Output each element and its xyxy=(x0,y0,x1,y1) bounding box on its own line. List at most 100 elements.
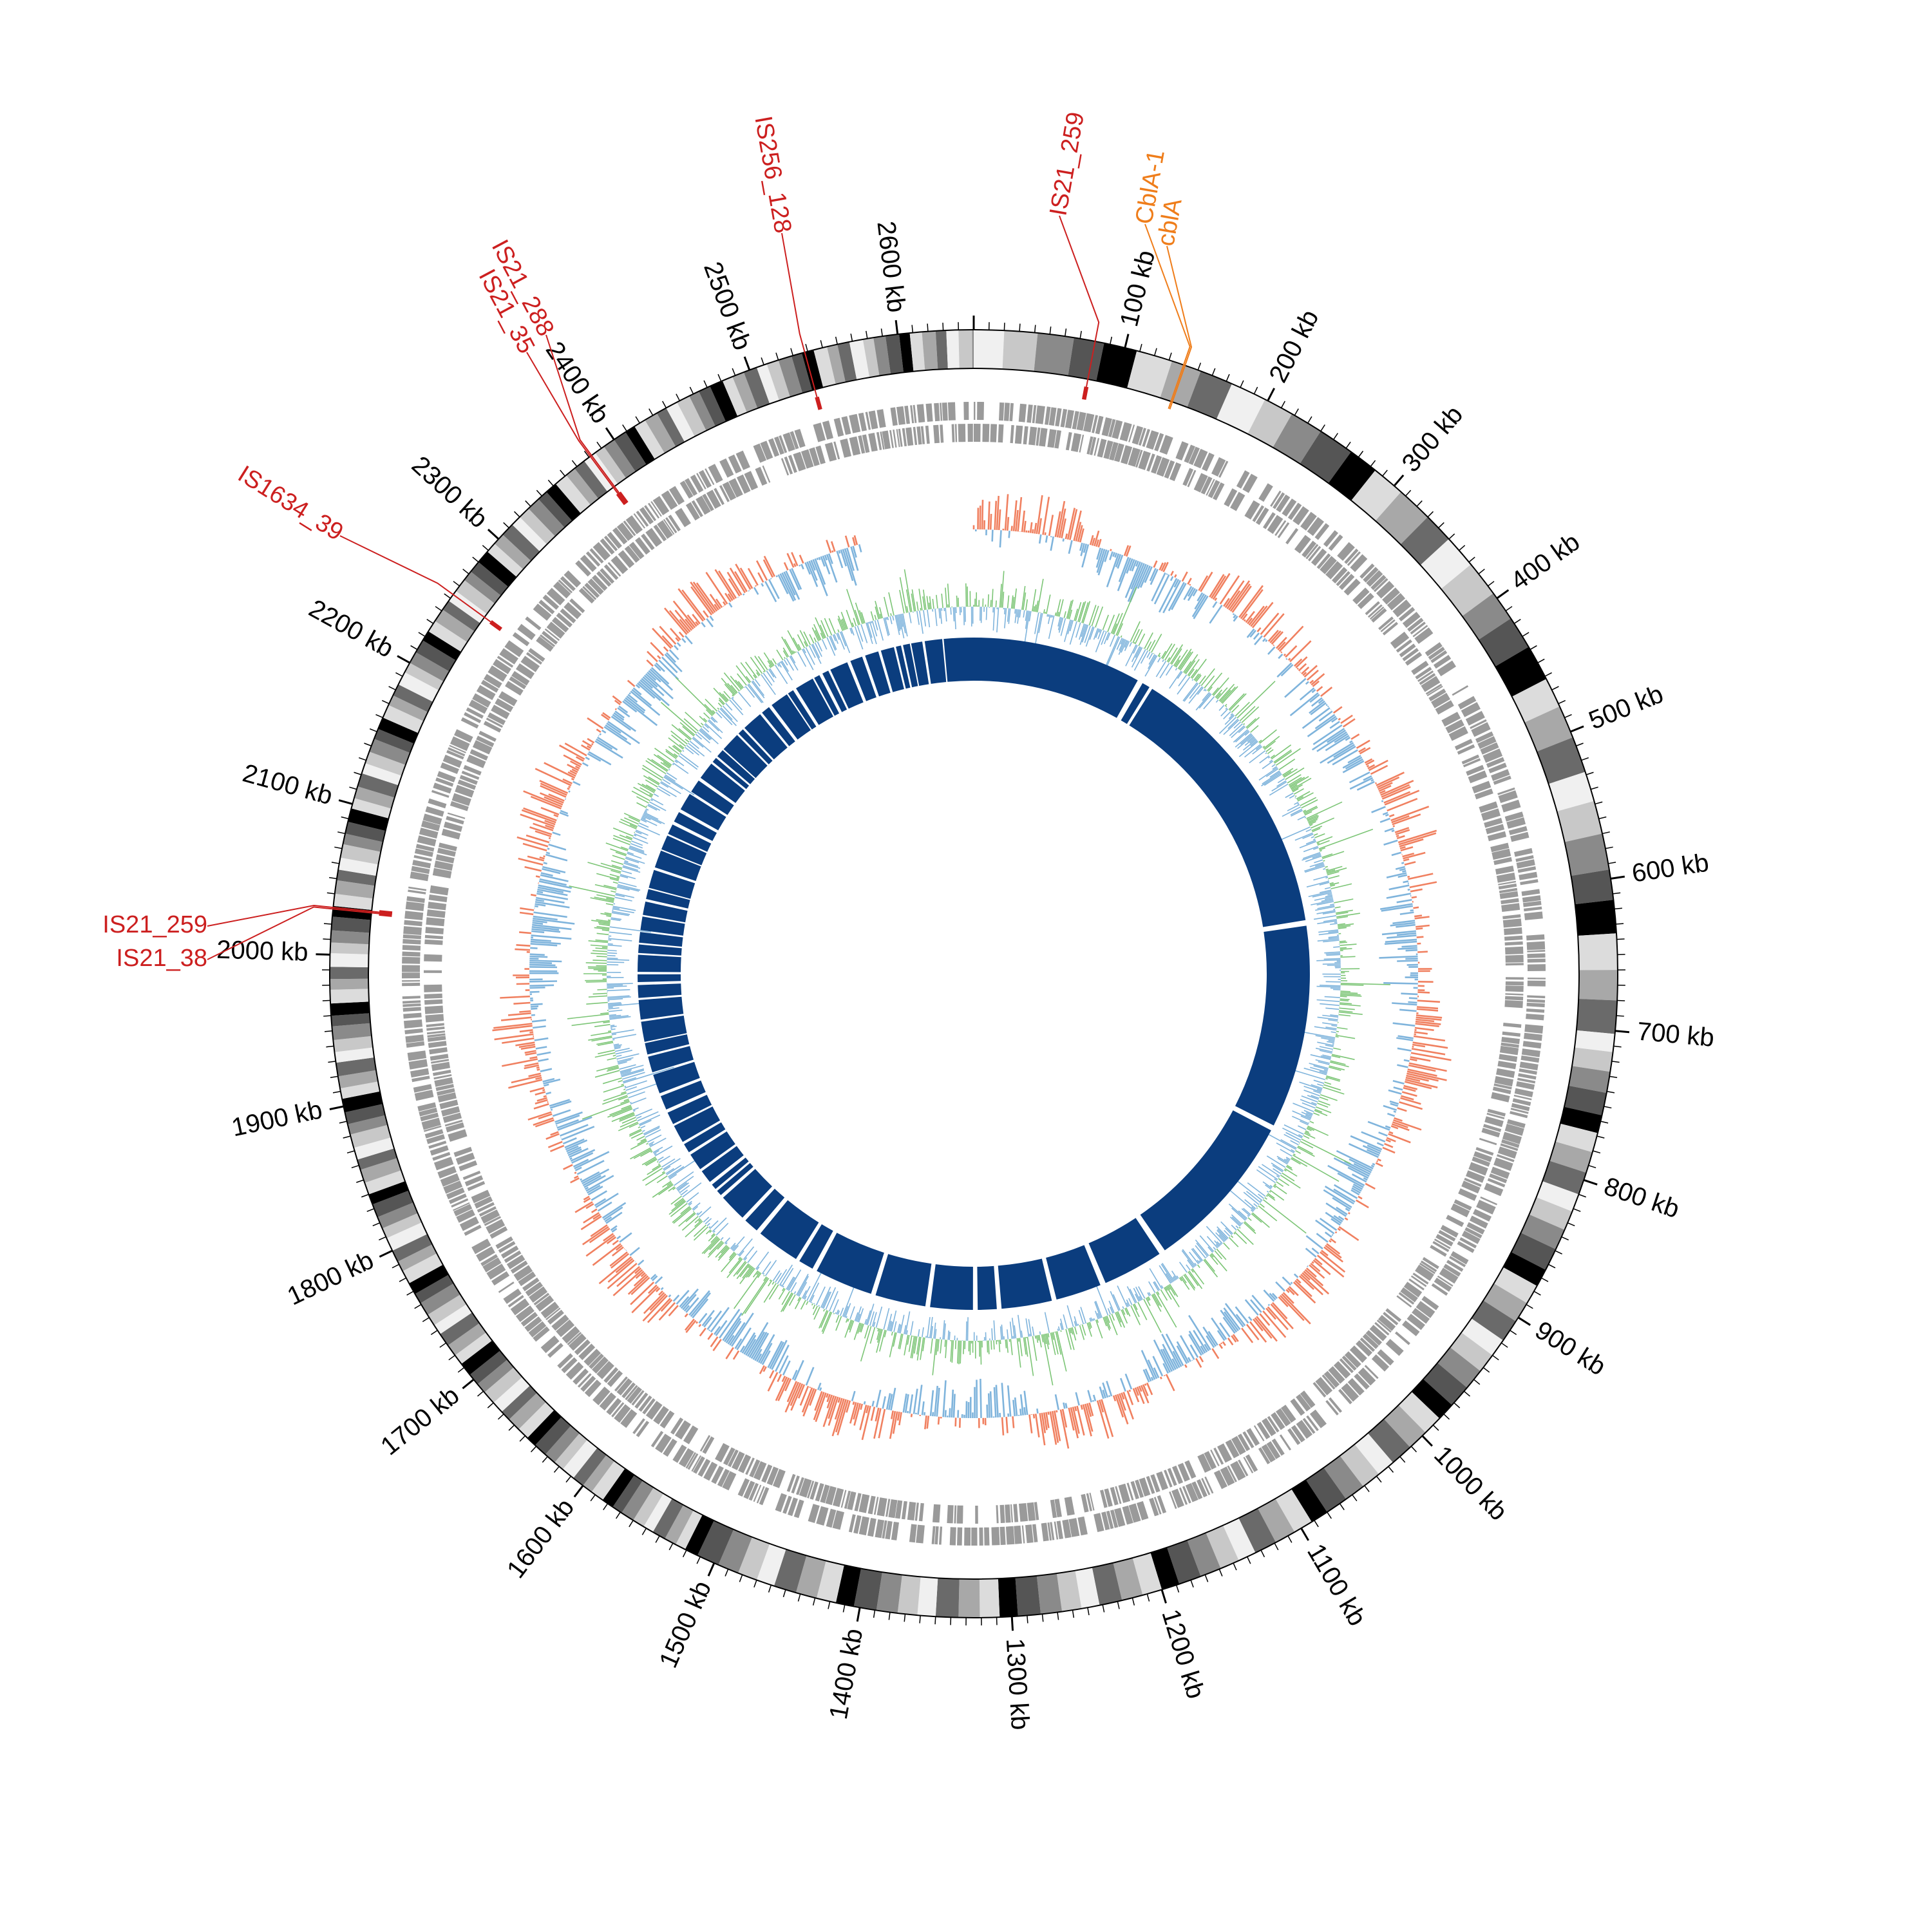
cds-forward xyxy=(546,587,565,605)
cds-reverse xyxy=(956,1505,963,1524)
cds-reverse xyxy=(799,1478,812,1498)
backbone-segment xyxy=(813,346,836,388)
minor-tick xyxy=(1567,1222,1575,1227)
cds-forward xyxy=(1526,941,1546,951)
cds-reverse xyxy=(1501,898,1519,905)
backbone-segment xyxy=(1206,1525,1239,1569)
backbone-segment xyxy=(935,1578,960,1618)
backbone-segment xyxy=(958,1578,980,1618)
cds-reverse xyxy=(483,721,502,733)
minor-tick xyxy=(462,569,469,574)
homology-block xyxy=(738,729,773,764)
cds-forward xyxy=(1522,895,1541,903)
cds-forward xyxy=(904,405,910,424)
backbone-segment xyxy=(652,1499,684,1539)
minor-tick xyxy=(1573,1208,1581,1212)
scale-tick-label: 1900 kb xyxy=(229,1095,325,1142)
cds-reverse xyxy=(1486,1112,1505,1119)
cds-forward xyxy=(1261,1444,1276,1463)
cds-reverse xyxy=(448,1129,468,1142)
cds-reverse xyxy=(722,481,737,501)
minor-tick xyxy=(453,581,460,587)
cds-reverse xyxy=(786,1473,796,1492)
cds-forward xyxy=(443,1180,463,1194)
minor-tick xyxy=(497,1414,504,1420)
backbone-segment xyxy=(1571,869,1614,905)
minor-tick xyxy=(790,348,794,356)
backbone-segment xyxy=(1291,1479,1327,1522)
backbone-segment xyxy=(1568,1066,1611,1094)
cds-forward xyxy=(606,1397,622,1416)
cds-reverse xyxy=(807,1481,815,1499)
major-tick xyxy=(1570,725,1584,733)
cds-forward xyxy=(644,505,657,522)
backbone-segment xyxy=(402,1253,443,1283)
cds-reverse xyxy=(1461,1180,1481,1194)
backbone-segment xyxy=(502,1385,537,1420)
cds-reverse xyxy=(1415,667,1432,679)
cds-reverse xyxy=(1097,439,1107,458)
cds-reverse xyxy=(1494,1075,1513,1087)
cds-forward xyxy=(1344,548,1359,564)
cds-forward xyxy=(1520,1055,1540,1063)
cds-forward xyxy=(1149,1497,1159,1517)
cds-reverse xyxy=(1496,1068,1515,1078)
cds-reverse xyxy=(665,517,677,534)
cds-reverse xyxy=(1320,556,1337,574)
backbone-segment xyxy=(484,1367,522,1403)
cds-forward xyxy=(406,1041,425,1048)
cds-forward xyxy=(517,623,536,640)
scale-tick-label: 300 kb xyxy=(1397,401,1469,478)
cds-reverse xyxy=(800,449,814,469)
cds-forward xyxy=(420,1112,439,1122)
cds-reverse xyxy=(766,1466,779,1486)
backbone-segment xyxy=(518,1402,554,1438)
cds-reverse xyxy=(600,568,615,584)
cds-reverse xyxy=(732,1451,745,1470)
cds-forward xyxy=(1527,964,1546,971)
cds-forward xyxy=(760,440,773,460)
cds-forward xyxy=(414,1090,434,1101)
cds-reverse xyxy=(1308,545,1321,562)
cds-forward xyxy=(1501,799,1521,813)
cds-forward xyxy=(696,473,706,489)
cds-forward xyxy=(679,480,694,499)
cds-forward xyxy=(1184,444,1195,464)
cds-reverse xyxy=(1374,1321,1390,1336)
cds-forward xyxy=(1005,1526,1015,1545)
cds-reverse xyxy=(426,1023,444,1028)
cds-reverse xyxy=(1010,1504,1013,1522)
minor-tick xyxy=(1240,380,1244,388)
cds-reverse xyxy=(428,902,447,911)
cds-forward xyxy=(1469,1215,1488,1229)
minor-tick xyxy=(1598,816,1607,820)
cds-forward xyxy=(722,1471,737,1491)
backbone-segment xyxy=(1075,1567,1100,1609)
minor-tick xyxy=(820,340,823,348)
cds-reverse xyxy=(940,424,944,443)
backbone-segment xyxy=(1495,647,1547,697)
cds-reverse xyxy=(1441,712,1461,727)
backbone-segment xyxy=(538,491,573,528)
cds-forward xyxy=(564,570,582,588)
cds-reverse xyxy=(951,424,955,442)
feature-leader-line xyxy=(1166,245,1193,410)
minor-tick xyxy=(1153,348,1157,356)
minor-tick xyxy=(418,632,426,637)
homology-block xyxy=(745,1188,785,1231)
cds-reverse xyxy=(1285,528,1299,545)
minor-tick xyxy=(1522,632,1530,637)
minor-tick xyxy=(703,380,708,388)
cds-reverse xyxy=(426,1027,445,1031)
cds-forward xyxy=(497,656,514,668)
backbone-segment xyxy=(885,334,904,374)
cds-forward xyxy=(865,412,871,430)
cds-forward xyxy=(1521,1048,1540,1057)
cds-forward xyxy=(1282,498,1297,517)
cds-forward xyxy=(1498,790,1518,803)
cds-forward xyxy=(1323,530,1338,547)
cds-forward xyxy=(557,1353,573,1369)
cds-forward xyxy=(1482,748,1503,763)
cds-forward xyxy=(1276,494,1291,513)
cds-forward xyxy=(1191,1481,1203,1500)
